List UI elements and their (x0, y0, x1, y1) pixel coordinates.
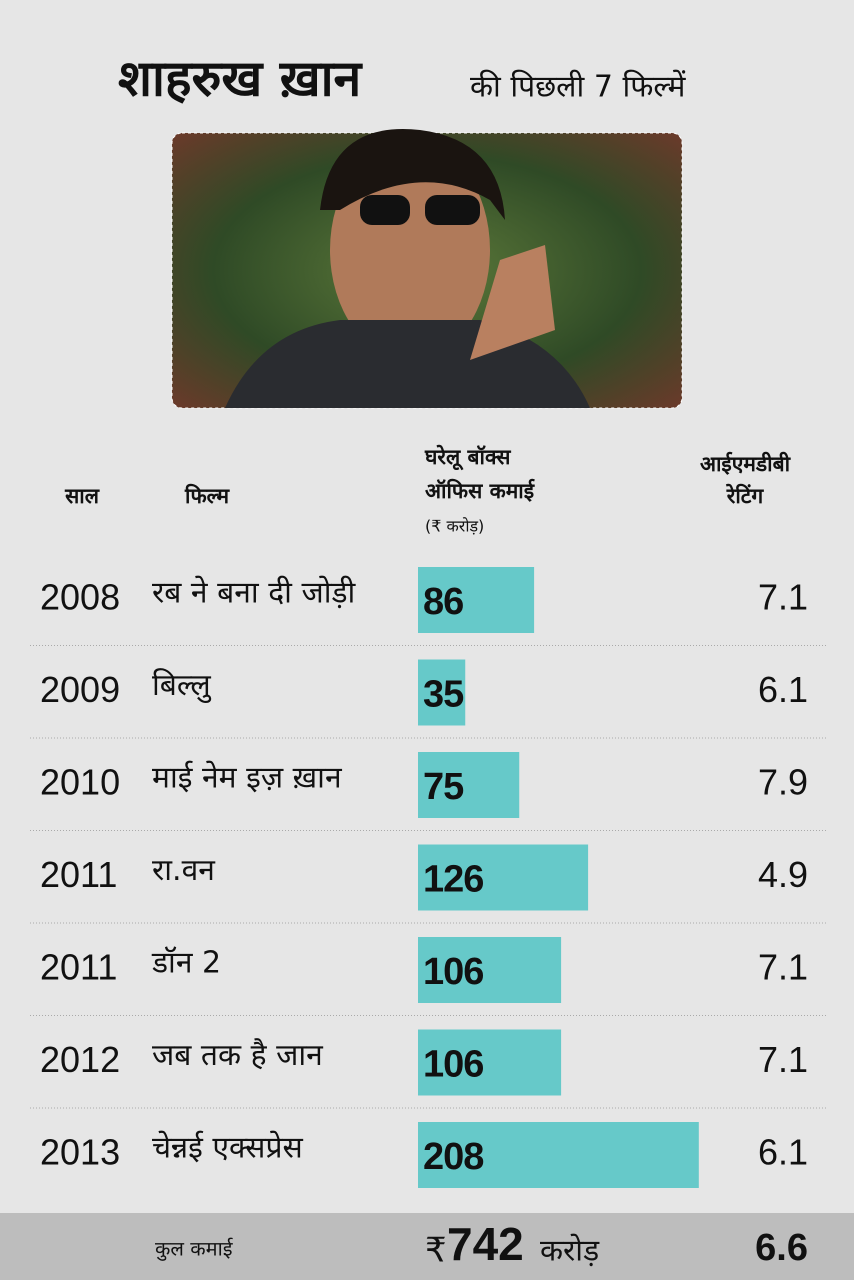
year: 2011 (40, 947, 117, 988)
header-earnings: ऑफिस कमाई (425, 478, 535, 503)
rating: 7.1 (758, 577, 808, 618)
bar (418, 937, 562, 1003)
photo (171, 129, 683, 409)
header-film: फिल्म (184, 483, 230, 508)
bar (418, 1029, 562, 1096)
bar (418, 567, 535, 633)
total-rating: 6.6 (755, 1227, 808, 1269)
rating: 6.1 (758, 669, 808, 710)
total-currency: ₹ (425, 1231, 447, 1271)
bar (418, 659, 466, 726)
title: शाहरुख ख़ान (118, 50, 364, 108)
subtitle: की पिछली 7 फिल्में (470, 70, 686, 105)
year: 2011 (40, 854, 117, 895)
film: रा.वन (152, 853, 216, 888)
film: माई नेम इज़ ख़ान (152, 761, 343, 796)
header-earnings: घरेलू बॉक्स (424, 444, 511, 471)
total-label: कुल कमाई (155, 1237, 234, 1262)
total-value: 742 (447, 1218, 524, 1270)
footer-band (0, 1213, 854, 1280)
rating: 4.9 (758, 854, 808, 895)
header-unit: (₹ करोड़) (425, 517, 484, 536)
film: जब तक है जान (152, 1038, 324, 1073)
bar (418, 1122, 699, 1188)
total-unit: करोड़ (540, 1234, 600, 1269)
value-label: 86 (423, 581, 463, 623)
film: बिल्लु (152, 668, 212, 704)
year: 2009 (40, 669, 120, 710)
rating: 7.1 (758, 1039, 808, 1080)
value-label: 126 (423, 859, 483, 901)
header-rating: रेटिंग (725, 483, 764, 508)
year: 2010 (40, 762, 120, 803)
rating: 7.9 (758, 762, 808, 803)
header-year: साल (64, 484, 100, 508)
year: 2013 (40, 1132, 120, 1173)
year: 2012 (40, 1039, 120, 1080)
rating: 6.1 (758, 1132, 808, 1173)
film: रब ने बना दी जोड़ी (152, 576, 357, 611)
value-label: 75 (423, 766, 464, 808)
rating: 7.1 (758, 947, 808, 988)
year: 2008 (40, 577, 120, 618)
value-label: 208 (423, 1136, 483, 1178)
value-label: 106 (423, 1044, 483, 1086)
bar (418, 844, 589, 911)
bar (418, 752, 520, 818)
value-label: 106 (423, 951, 483, 993)
film: चेन्नई एक्सप्रेस (152, 1131, 304, 1166)
value-label: 35 (423, 674, 464, 716)
header-rating: आईएमडीबी (700, 451, 792, 476)
film: डॉन 2 (151, 946, 221, 981)
